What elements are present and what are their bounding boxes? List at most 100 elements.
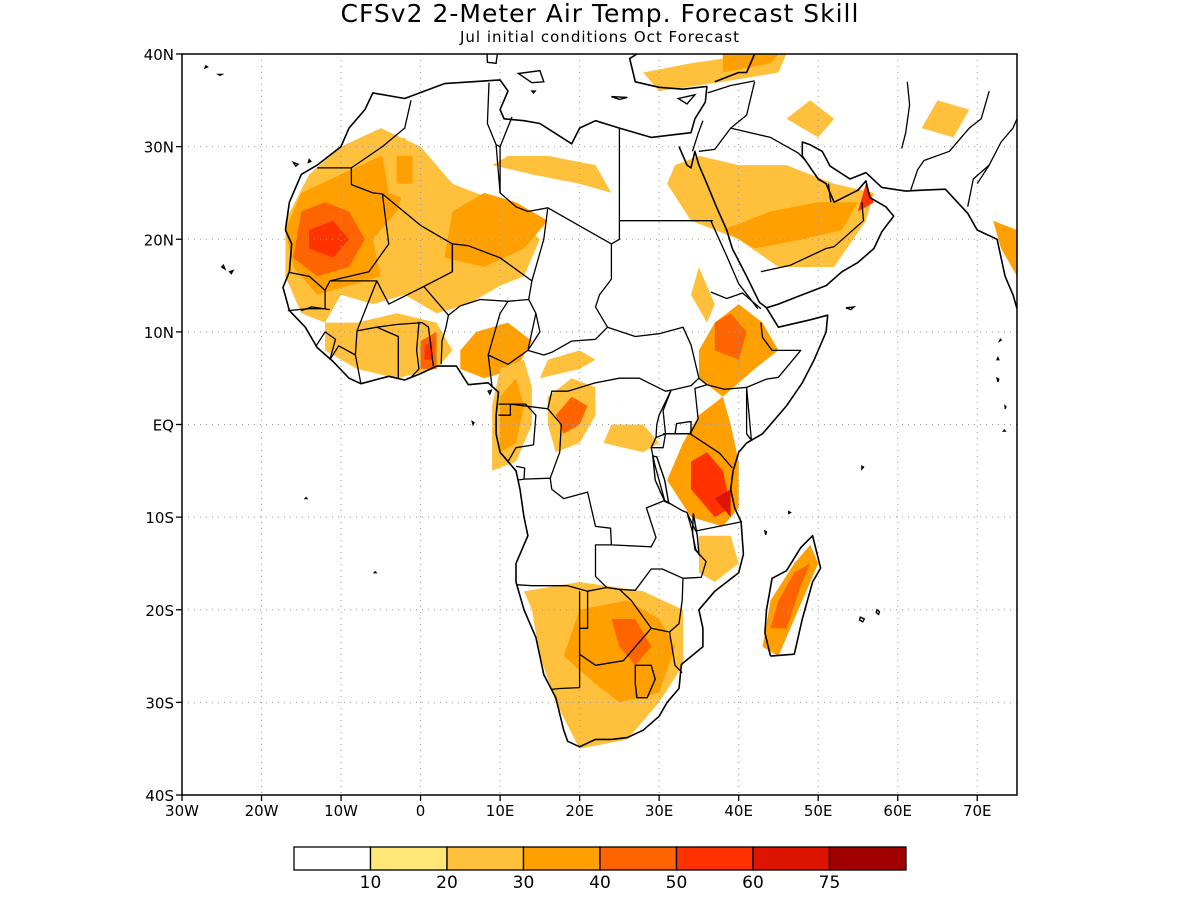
coastline <box>284 54 708 231</box>
skill-region <box>500 378 524 453</box>
colorbar: 10 20 30 40 50 60 75 <box>293 846 907 893</box>
country-border <box>507 403 537 462</box>
island-outline <box>530 90 537 94</box>
skill-region <box>309 220 349 258</box>
lon-tick-label: 0 <box>416 802 426 820</box>
colorbar-label: 40 <box>589 873 611 893</box>
country-border <box>499 116 513 147</box>
country-border <box>549 389 672 548</box>
island-outline <box>996 376 1000 383</box>
lon-tick-label: 50E <box>804 802 833 820</box>
country-border <box>551 591 581 691</box>
country-border <box>827 183 832 203</box>
country-border <box>909 90 990 192</box>
colorbar-swatch <box>293 846 372 871</box>
colorbar-swatch <box>828 846 907 871</box>
country-border <box>410 321 420 378</box>
lake-outline <box>652 455 670 505</box>
country-border <box>451 243 533 282</box>
island-outline <box>996 355 1000 361</box>
country-border <box>515 584 620 592</box>
lon-tick-label: 30W <box>165 802 199 820</box>
island-outline <box>372 570 378 574</box>
skill-shading-layer <box>285 54 1017 749</box>
colorbar-label: 75 <box>819 873 841 893</box>
country-border <box>710 220 759 310</box>
country-border <box>967 164 990 207</box>
lat-tick-label: 30S <box>145 694 174 712</box>
lat-tick-label: EQ <box>153 417 174 435</box>
lake-outline <box>674 421 692 435</box>
skill-region <box>492 155 612 193</box>
chart-title: CFSv2 2-Meter Air Temp. Forecast Skill <box>340 0 860 28</box>
island-outline <box>220 263 227 271</box>
island-outline <box>471 420 475 427</box>
country-border <box>611 128 621 245</box>
country-border <box>290 271 326 291</box>
lon-tick-label: 30E <box>645 802 674 820</box>
skill-region <box>770 563 811 629</box>
lon-tick-label: 40E <box>724 802 753 820</box>
country-border <box>356 326 399 380</box>
island-outline <box>215 73 225 77</box>
coastline <box>714 54 756 83</box>
country-border <box>376 321 423 328</box>
island-outline <box>352 798 354 800</box>
island-outline <box>611 95 628 101</box>
lat-tick-label: 30N <box>144 139 174 157</box>
lon-tick-label: 60E <box>883 802 912 820</box>
country-border <box>579 627 652 666</box>
island-outline <box>487 389 493 396</box>
coastline <box>764 534 822 657</box>
island-outline <box>291 160 300 168</box>
country-border <box>710 291 762 310</box>
lon-tick-label: 20W <box>245 802 279 820</box>
country-border <box>421 322 434 367</box>
country-border <box>498 377 672 410</box>
skill-region <box>993 220 1017 277</box>
coastline <box>282 229 829 748</box>
country-border <box>515 465 526 480</box>
colorbar-label: 60 <box>742 873 764 893</box>
lon-tick-label: 10W <box>324 802 358 820</box>
lake-outline <box>691 513 700 557</box>
country-border <box>329 345 356 361</box>
colorbar-label: 10 <box>360 873 382 893</box>
coastline <box>678 146 700 169</box>
country-border <box>440 315 450 365</box>
island-outline <box>875 608 881 616</box>
country-border <box>487 313 537 388</box>
country-border <box>698 81 756 152</box>
country-border <box>356 280 378 332</box>
skill-region <box>786 100 835 138</box>
island-outline <box>998 338 1003 343</box>
island-outline <box>845 305 857 311</box>
lat-tick-label: 40S <box>145 787 174 805</box>
skill-region <box>722 202 858 249</box>
country-border <box>651 433 667 449</box>
skill-region <box>555 396 588 434</box>
island-outline <box>763 529 768 535</box>
skill-region <box>563 600 675 703</box>
island-outline <box>228 269 235 275</box>
colorbar-swatch <box>446 846 525 871</box>
country-border <box>517 408 562 481</box>
country-border <box>901 81 911 149</box>
colorbar-swatch <box>675 846 754 871</box>
lon-tick-label: 70E <box>963 802 992 820</box>
country-border <box>487 300 509 356</box>
country-border <box>619 568 684 633</box>
country-border <box>423 286 529 316</box>
island-outline <box>516 69 545 84</box>
skill-region <box>698 535 739 582</box>
country-border <box>351 100 412 169</box>
skill-region <box>396 155 413 184</box>
island-outline <box>788 510 792 515</box>
country-border <box>301 306 330 312</box>
colorbar-swatch <box>599 846 678 871</box>
country-outlines <box>203 54 1017 800</box>
skill-region <box>539 350 596 379</box>
skill-region <box>603 424 660 453</box>
chart-subtitle: Jul initial conditions Oct Forecast <box>460 28 740 46</box>
